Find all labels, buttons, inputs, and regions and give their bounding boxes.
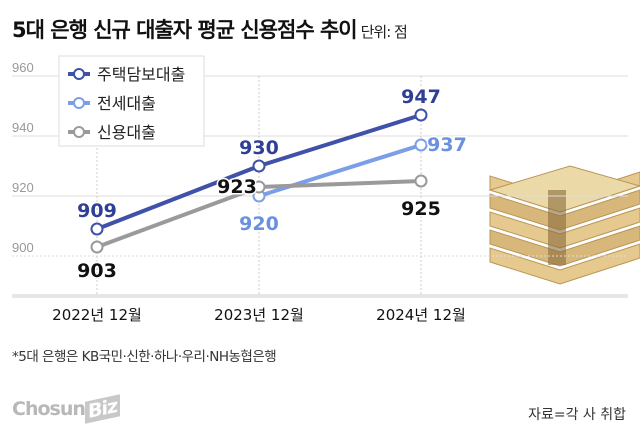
legend-label: 전세대출 — [97, 94, 156, 113]
x-tick-label: 2023년 12월 — [214, 306, 304, 324]
data-label: 923 — [217, 176, 257, 198]
x-axis-baseline — [12, 294, 628, 298]
y-tick-label: 900 — [12, 240, 34, 255]
x-tick-label: 2024년 12월 — [376, 306, 466, 324]
data-point — [90, 222, 104, 236]
chart-title: 5대 은행 신규 대출자 평균 신용점수 추이 단위: 점 — [12, 14, 408, 44]
legend-marker — [73, 97, 85, 109]
logo: Chosun Biz — [12, 394, 120, 424]
data-point — [414, 108, 428, 122]
legend-label: 신용대출 — [97, 123, 156, 142]
data-point — [90, 240, 104, 254]
data-label: 925 — [401, 198, 441, 220]
data-label: 909 — [77, 200, 117, 222]
y-tick-label: 940 — [12, 120, 34, 135]
data-point — [252, 159, 266, 173]
data-point — [252, 180, 266, 194]
y-tick-label: 960 — [12, 60, 34, 75]
data-label: 930 — [239, 137, 279, 159]
data-label: 920 — [239, 213, 279, 235]
y-tick-label: 920 — [12, 180, 34, 195]
money-top — [488, 165, 640, 213]
footnote: *5대 은행은 KB국민·신한·하나·우리·NH농협은행 — [12, 349, 277, 365]
money-bundle-illustration — [488, 165, 640, 285]
legend-label: 주택담보대출 — [97, 65, 185, 84]
data-label: 937 — [427, 134, 467, 156]
unit-label: 단위: 점 — [360, 23, 408, 41]
money-stack-layer — [489, 243, 640, 285]
source-label: 자료=각 사 취합 — [528, 407, 626, 423]
money-band — [548, 190, 566, 265]
title-text: 5대 은행 신규 대출자 평균 신용점수 추이 — [12, 18, 358, 42]
x-tick-label: 2022년 12월 — [52, 306, 142, 324]
legend-marker — [73, 126, 85, 138]
data-point — [414, 174, 428, 188]
data-label: 903 — [77, 260, 117, 282]
data-label: 947 — [401, 86, 441, 108]
legend-marker — [73, 68, 85, 80]
series-line-전세대출 — [258, 143, 422, 198]
data-point — [414, 138, 428, 152]
